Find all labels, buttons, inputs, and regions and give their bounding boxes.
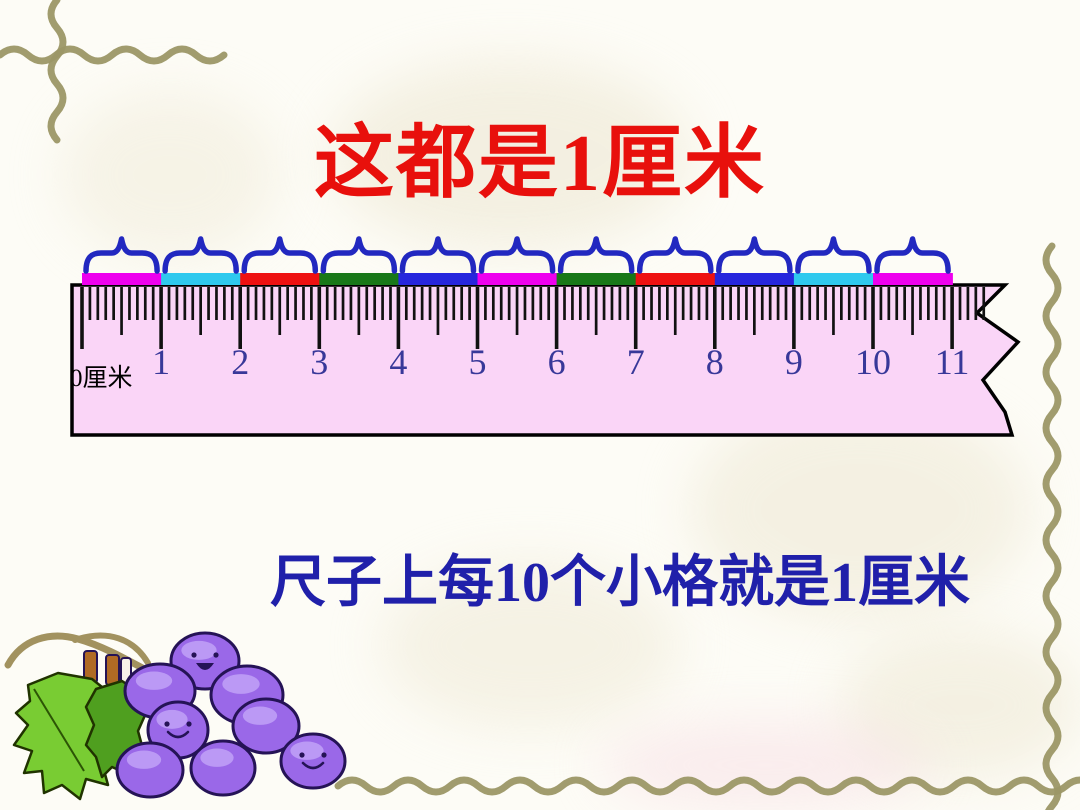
grape-face-mouth: [196, 663, 214, 670]
grape-stem-stub: [105, 654, 120, 686]
grape-berry-highlight: [126, 750, 162, 769]
grape-face-mouth: [166, 730, 190, 739]
cm-color-bar: [873, 273, 953, 285]
grape-berries: [115, 631, 347, 799]
grape-berry-highlight: [181, 640, 217, 660]
cm-brace: [795, 236, 872, 274]
grape-berry-highlight: [200, 748, 234, 767]
cm-color-bar: [477, 273, 558, 285]
ruler-number: 2: [231, 342, 249, 382]
cm-brace: [716, 236, 793, 274]
background-watermark: [330, 60, 690, 250]
ruler-number: 4: [389, 342, 407, 382]
cm-color-bars: [82, 273, 953, 285]
cm-color-bar: [161, 273, 241, 285]
grape-berry: [189, 739, 257, 797]
ruler-number: 11: [935, 342, 970, 382]
cm-color-bar: [556, 273, 637, 285]
cm-color-bar: [714, 273, 795, 285]
slide-title: 这都是1厘米: [314, 120, 766, 208]
ruler-ticks: [80, 287, 986, 349]
ruler-zero-label: 0厘米: [70, 364, 133, 392]
ruler-number: 5: [469, 342, 487, 382]
grape-face-eye: [186, 721, 192, 727]
cm-color-bar: [793, 273, 874, 285]
grape-face-eye: [321, 752, 327, 758]
cm-color-bar: [240, 273, 321, 285]
cm-color-bar: [635, 273, 716, 285]
background-watermark: [840, 630, 1080, 780]
grapes-clipart: [4, 631, 347, 801]
background-watermark: [60, 90, 280, 260]
ruler-number: 10: [855, 342, 891, 382]
grape-face-mouth: [301, 761, 325, 770]
ruler-number: 9: [785, 342, 803, 382]
grape-berry-highlight: [222, 674, 260, 694]
cm-color-bar: [398, 273, 479, 285]
slide-subtitle: 尺子上每10个小格就是1厘米: [270, 552, 970, 614]
ruler-number: 8: [706, 342, 724, 382]
background-watermark: [380, 560, 680, 730]
ruler-number: 7: [627, 342, 645, 382]
ruler-numbers: 1 2 3 4 5 6 7 8 9 10 11: [152, 342, 969, 382]
background-watermark: [600, 720, 930, 810]
cm-brace: [636, 236, 714, 274]
grape-berry-highlight: [156, 709, 188, 729]
grape-berry-highlight: [135, 671, 173, 690]
grape-face-eye: [213, 652, 219, 658]
ruler-number: 6: [548, 342, 566, 382]
vine-top-horizontal: [0, 45, 228, 65]
ruler-number: 1: [152, 342, 170, 382]
grape-leaf-vein: [33, 688, 85, 772]
grape-berry-highlight: [290, 741, 324, 760]
cm-color-bar: [82, 273, 162, 285]
grape-stem-branch: [72, 632, 151, 666]
cm-brace: [320, 236, 398, 274]
grape-berry: [115, 741, 185, 799]
grape-berry-highlight: [242, 706, 278, 725]
grape-face-eye: [191, 652, 197, 658]
cm-color-bar: [319, 273, 400, 285]
grape-berry: [279, 732, 347, 790]
cm-brace: [241, 236, 319, 274]
grape-face-eye: [299, 752, 305, 758]
ruler-number: 3: [310, 342, 328, 382]
grape-face-eye: [164, 721, 170, 727]
cm-brace: [874, 236, 951, 274]
